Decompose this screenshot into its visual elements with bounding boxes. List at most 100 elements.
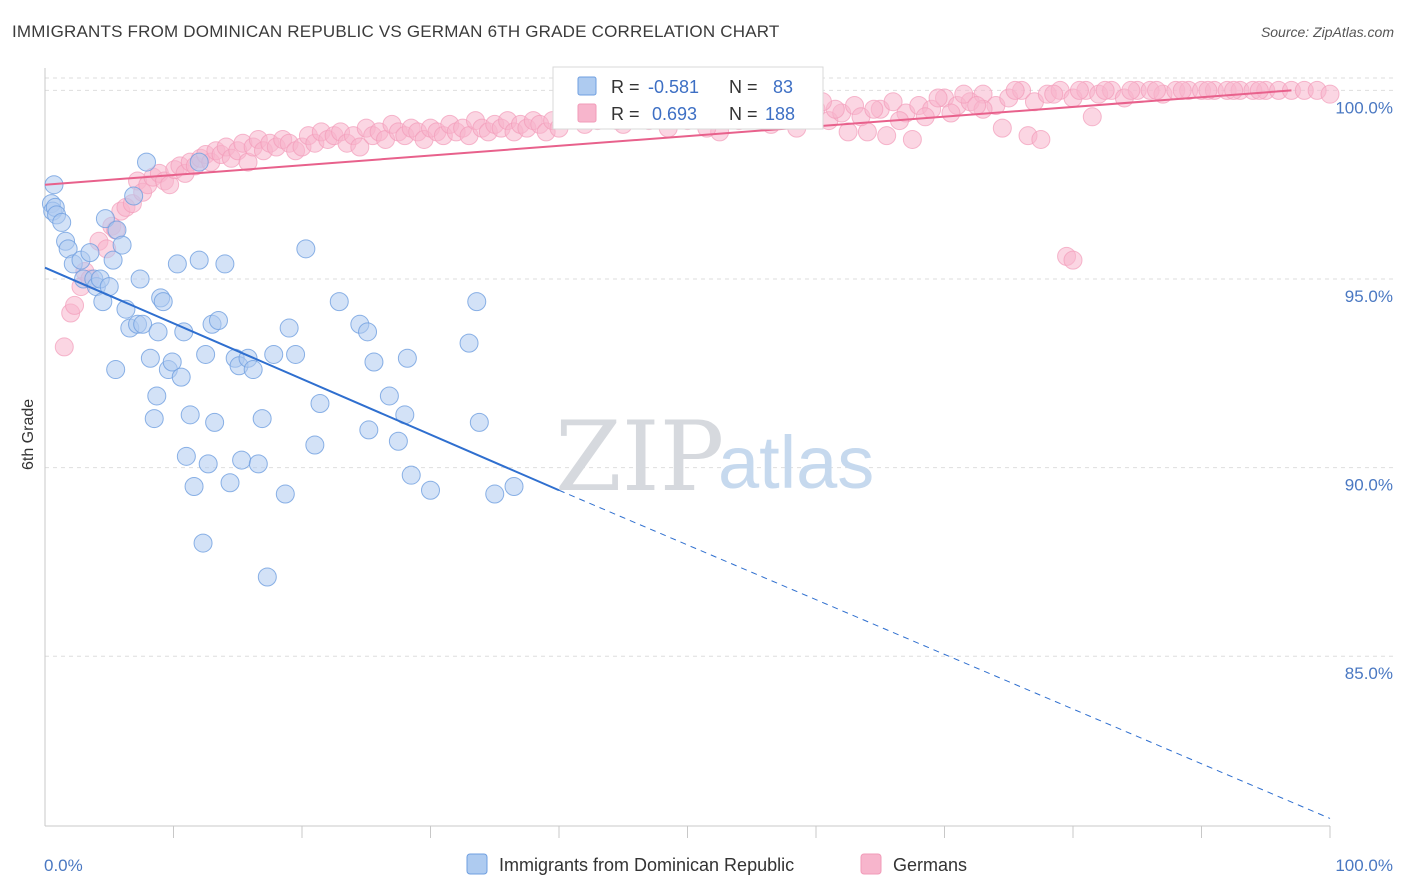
- dominican-point-38: [171, 367, 191, 387]
- dominican-point-67: [310, 394, 330, 414]
- dominican-point-41: [180, 405, 200, 425]
- stats-r-value-germans: 0.693: [652, 104, 697, 124]
- y-tick-label-1: 90.0%: [1345, 476, 1393, 495]
- dominican-point-31: [147, 386, 167, 406]
- dominican-point-52: [220, 473, 240, 493]
- germans-point-183: [1069, 80, 1089, 100]
- dominican-point-46: [196, 344, 216, 364]
- germans-point-0: [54, 337, 74, 357]
- trend-lines: [44, 89, 1331, 819]
- dominican-point-57: [243, 360, 263, 380]
- germans-point-179: [954, 84, 974, 104]
- dominican-point-81: [469, 412, 489, 432]
- dominican-point-72: [364, 352, 384, 372]
- dominican-point-83: [504, 476, 524, 496]
- dominican-point-16: [95, 209, 115, 229]
- stats-legend-box: [552, 66, 824, 130]
- dominican-point-27: [137, 152, 157, 172]
- dominican-point-43: [189, 250, 209, 270]
- axes: [44, 68, 1331, 838]
- dominican-point-82: [485, 484, 505, 504]
- dominican-point-65: [296, 239, 316, 259]
- stats-swatch-dominican: [577, 76, 597, 96]
- dominican-point-63: [279, 318, 299, 338]
- dominican-point-44: [189, 152, 209, 172]
- dominican-point-80: [467, 292, 487, 312]
- x-tick-labels: 0.0% 100.0%: [44, 856, 1393, 875]
- dominican-point-32: [148, 322, 168, 342]
- stats-n-label-dominican: N =: [729, 77, 758, 97]
- dominican-point-73: [379, 386, 399, 406]
- germans-point-189: [1224, 80, 1244, 100]
- chart-title: IMMIGRANTS FROM DOMINICAN REPUBLIC VS GE…: [12, 22, 780, 41]
- germans-point-52: [350, 137, 370, 157]
- dominican-point-58: [248, 454, 268, 474]
- y-tick-label-2: 95.0%: [1345, 287, 1393, 306]
- dominican-point-45: [193, 533, 213, 553]
- y-tick-label-0: 85.0%: [1345, 664, 1393, 683]
- germans-point-190: [1249, 80, 1269, 100]
- stats-r-label-germans: R =: [611, 104, 640, 124]
- dominican-point-23: [124, 186, 144, 206]
- dominican-point-68: [329, 292, 349, 312]
- germans-point-2: [65, 295, 85, 315]
- legend-swatch-germans: [860, 853, 882, 875]
- germans-point-186: [1147, 80, 1167, 100]
- germans-point-154: [941, 103, 961, 123]
- dominican-point-29: [140, 348, 160, 368]
- dominican-point-66: [305, 435, 325, 455]
- dominican-point-79: [459, 333, 479, 353]
- germans-point-176: [864, 99, 884, 119]
- germans-point-188: [1198, 80, 1218, 100]
- germans-point-146: [902, 129, 922, 149]
- dominican-point-71: [359, 420, 379, 440]
- germans-point-187: [1172, 80, 1192, 100]
- dominican-point-78: [421, 480, 440, 500]
- dominican-point-50: [208, 311, 228, 331]
- germans-point-178: [928, 88, 948, 108]
- germans-point-184: [1095, 80, 1115, 100]
- x-tick-label-1: 100.0%: [1335, 856, 1393, 875]
- watermark: ZIP atlas: [555, 401, 874, 513]
- dominican-point-37: [167, 254, 187, 274]
- dominican-point-61: [264, 344, 284, 364]
- dominican-point-59: [252, 409, 272, 429]
- watermark-zip: ZIP: [555, 401, 724, 513]
- dominican-point-64: [286, 344, 306, 364]
- germans-point-182: [1044, 84, 1064, 104]
- dominican-trend-line: [44, 266, 560, 492]
- stats-r-value-dominican: -0.581: [648, 77, 699, 97]
- legend-label-dominican: Immigrants from Dominican Republic: [499, 855, 794, 875]
- dominican-point-49: [205, 412, 225, 432]
- germans-point-143: [1320, 84, 1340, 104]
- dominican-point-25: [133, 314, 153, 334]
- stats-legend: R = -0.581 N = 83 R = 0.693 N = 188: [552, 66, 824, 130]
- dominican-point-26: [130, 269, 150, 289]
- y-tick-labels: 85.0% 90.0% 95.0% 100.0%: [1335, 98, 1393, 683]
- dominican-point-34: [153, 292, 173, 312]
- legend-label-germans: Germans: [893, 855, 967, 875]
- dominican-point-76: [397, 348, 417, 368]
- stats-n-value-dominican: 83: [773, 77, 793, 97]
- germans-point-180: [967, 95, 987, 115]
- dominican-point-28: [106, 360, 126, 380]
- dominican-point-18: [103, 250, 123, 270]
- legend-swatch-dominican: [466, 853, 488, 875]
- y-tick-label-3: 100.0%: [1335, 98, 1393, 117]
- dominican-point-77: [401, 465, 421, 485]
- dominican-point-62: [275, 484, 295, 504]
- dominican-point-36: [162, 352, 182, 372]
- germans-point-185: [1121, 80, 1141, 100]
- dominican-points: [41, 152, 524, 587]
- dominican-point-40: [176, 446, 196, 466]
- dominican-point-5: [52, 212, 72, 232]
- dominican-point-60: [257, 567, 277, 587]
- germans-point-147: [992, 118, 1012, 138]
- dominican-point-11: [80, 243, 100, 263]
- stats-n-value-germans: 188: [765, 104, 795, 124]
- stats-swatch-germans: [577, 103, 597, 123]
- germans-trend-line: [44, 89, 1292, 186]
- germans-point-144: [838, 122, 858, 142]
- series-legend: Immigrants from Dominican Republic Germa…: [466, 853, 967, 875]
